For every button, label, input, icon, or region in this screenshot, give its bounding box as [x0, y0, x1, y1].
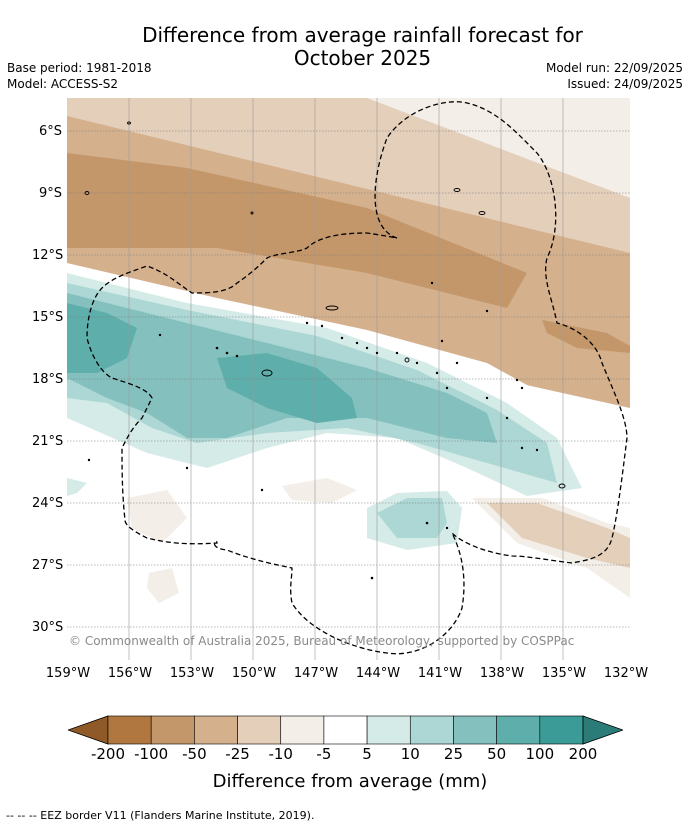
copyright-text: © Commonwealth of Australia 2025, Bureau… — [69, 634, 575, 648]
lon-label: 147°W — [293, 666, 339, 681]
colorbar-segment — [237, 715, 282, 745]
colorbar-tick-label: 25 — [443, 745, 463, 763]
lon-label: 153°W — [169, 666, 215, 681]
rainfall-map — [67, 98, 630, 660]
lat-label: 21°S — [32, 434, 64, 449]
meridians — [128, 98, 564, 660]
lon-label: 135°W — [541, 666, 587, 681]
eez-borders — [86, 101, 628, 655]
lon-label: 156°W — [107, 666, 153, 681]
lat-label: 30°S — [32, 620, 64, 635]
band-dry-50 — [67, 153, 527, 308]
colorbar-tick-label: -10 — [268, 745, 293, 763]
lat-label: 6°S — [38, 124, 62, 139]
colorbar-tick-label: 200 — [568, 745, 598, 763]
band-dry-south-east-10 — [487, 503, 630, 568]
colorbar-segment — [323, 715, 368, 745]
colorbar-segment — [409, 715, 454, 745]
colorbar-segment — [194, 715, 238, 745]
colorbar-segment — [496, 715, 541, 745]
lat-label: 18°S — [32, 372, 64, 387]
title-line-1: Difference from average rainfall forecas… — [142, 23, 583, 47]
colorbar-segment — [150, 715, 195, 745]
base-period: Base period: 1981-2018 — [7, 61, 152, 75]
island-dots — [87, 281, 539, 580]
colorbar-tick-label: -5 — [316, 745, 332, 763]
title-line-2: October 2025 — [293, 46, 432, 70]
dry-blob-1 — [127, 490, 187, 543]
colorbar-tick-label: -200 — [90, 745, 126, 763]
colorbar-segment — [107, 715, 152, 745]
dry-blob-3 — [147, 568, 179, 603]
lat-label: 15°S — [32, 310, 64, 325]
colorbar-extension-low — [66, 715, 109, 745]
colorbar-tick-label: -50 — [182, 745, 207, 763]
meta-right: Model run: 22/09/2025 Issued: 24/09/2025 — [546, 60, 683, 92]
colorbar-segment — [366, 715, 411, 745]
colorbar-segment — [539, 715, 584, 745]
lon-label: 141°W — [417, 666, 463, 681]
lat-label: 27°S — [32, 558, 64, 573]
lon-label: 150°W — [231, 666, 277, 681]
colorbar — [66, 714, 625, 750]
band-wet-50-central — [217, 353, 357, 423]
gridlines — [67, 130, 630, 628]
eez-border-french-polynesia — [86, 101, 628, 655]
colorbar-svg — [66, 715, 625, 745]
issued-date: Issued: 24/09/2025 — [567, 77, 683, 91]
model-run: Model run: 22/09/2025 — [545, 61, 683, 75]
colorbar-tick-label: -100 — [134, 745, 169, 763]
colorbar-tick-label: 10 — [400, 745, 420, 763]
band-dry-50-east — [542, 320, 630, 353]
islands — [84, 121, 566, 489]
lat-label: 9°S — [38, 186, 62, 201]
meta-left: Base period: 1981-2018 Model: ACCESS-S2 — [7, 60, 152, 92]
eez-legend: -- -- -- EEZ border V11 (Flanders Marine… — [6, 809, 315, 822]
lat-label: 12°S — [32, 248, 64, 263]
dry-blob-2 — [282, 478, 357, 503]
colorbar-tick-label: 5 — [362, 745, 372, 763]
colorbar-tick-label: 50 — [487, 745, 507, 763]
band-wet-west-blob — [67, 478, 87, 496]
colorbar-tick-label: 100 — [525, 745, 555, 763]
colorbar-title: Difference from average (mm) — [212, 771, 488, 792]
colorbar-extension-high — [582, 715, 625, 745]
lon-label: 132°W — [603, 666, 649, 681]
colorbar-segment — [280, 715, 325, 745]
band-wet-south-pocket-inner — [377, 498, 447, 538]
map-title: Difference from average rainfall forecas… — [95, 24, 630, 70]
lon-label: 144°W — [355, 666, 401, 681]
lon-label: 159°W — [45, 666, 91, 681]
lat-label: 24°S — [32, 496, 64, 511]
model-name: Model: ACCESS-S2 — [7, 77, 119, 91]
map-svg — [67, 98, 630, 660]
colorbar-segment — [453, 715, 497, 745]
lon-label: 138°W — [479, 666, 525, 681]
band-wet-50-west — [67, 303, 137, 373]
colorbar-tick-label: -25 — [225, 745, 250, 763]
